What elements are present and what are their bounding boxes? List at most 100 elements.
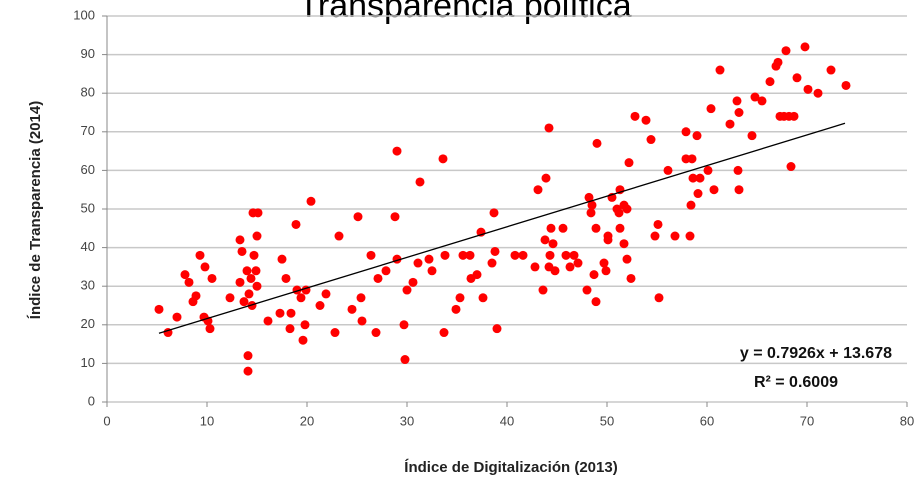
point xyxy=(242,266,252,276)
point xyxy=(371,328,381,338)
point xyxy=(533,185,543,195)
point xyxy=(472,270,482,280)
point xyxy=(565,262,575,272)
y-tick-label: 30 xyxy=(81,278,95,293)
point xyxy=(538,285,548,295)
trendline xyxy=(158,122,846,334)
point xyxy=(451,304,461,314)
point xyxy=(243,351,253,361)
point xyxy=(458,250,468,260)
x-tick-label: 40 xyxy=(500,413,514,428)
point xyxy=(685,231,695,241)
point xyxy=(440,250,450,260)
point xyxy=(789,111,799,121)
point xyxy=(306,196,316,206)
point xyxy=(550,266,560,276)
point xyxy=(734,108,744,117)
y-tick-label: 40 xyxy=(81,239,95,254)
point xyxy=(548,239,558,249)
point xyxy=(237,246,247,256)
point xyxy=(786,162,796,172)
x-tick-label: 30 xyxy=(400,413,414,428)
y-tick-label: 80 xyxy=(81,85,95,100)
point xyxy=(390,212,400,222)
point xyxy=(455,293,465,303)
point xyxy=(688,173,698,183)
point xyxy=(630,111,640,121)
plot-area xyxy=(154,42,851,376)
point xyxy=(653,219,663,229)
point xyxy=(687,154,697,164)
point xyxy=(253,208,263,218)
point xyxy=(281,273,291,283)
point xyxy=(603,235,613,245)
point xyxy=(510,250,520,260)
point xyxy=(599,258,609,268)
point xyxy=(315,301,325,310)
point xyxy=(681,127,691,137)
point xyxy=(438,154,448,164)
x-tick-label: 60 xyxy=(700,413,714,428)
point xyxy=(180,270,190,280)
x-tick-label: 70 xyxy=(800,413,814,428)
point xyxy=(205,324,215,334)
point xyxy=(725,119,735,129)
point xyxy=(415,177,425,187)
point xyxy=(489,208,499,218)
x-tick-label: 0 xyxy=(103,413,110,428)
y-tick-label: 0 xyxy=(88,393,95,408)
point xyxy=(252,231,262,241)
point xyxy=(244,289,254,299)
point xyxy=(558,223,568,233)
point xyxy=(619,239,629,249)
point xyxy=(381,266,391,276)
point xyxy=(732,96,742,106)
point xyxy=(626,273,636,283)
y-tick-label: 50 xyxy=(81,200,95,215)
point xyxy=(392,146,402,156)
point xyxy=(841,80,851,90)
point xyxy=(263,316,273,326)
point xyxy=(492,324,502,334)
point xyxy=(347,304,357,314)
point xyxy=(733,165,743,175)
point xyxy=(592,138,602,148)
point xyxy=(373,273,383,283)
point xyxy=(424,254,434,264)
point xyxy=(243,366,253,376)
point xyxy=(530,262,540,272)
point xyxy=(402,285,412,295)
point xyxy=(624,158,634,168)
point xyxy=(357,316,367,326)
point xyxy=(573,258,583,268)
point xyxy=(413,258,423,268)
point xyxy=(546,223,556,233)
point xyxy=(792,73,802,83)
point xyxy=(356,293,366,303)
point xyxy=(195,250,205,260)
point xyxy=(646,135,656,145)
point xyxy=(589,270,599,280)
y-tick-label: 20 xyxy=(81,316,95,331)
point xyxy=(591,297,601,307)
y-tick-label: 60 xyxy=(81,162,95,177)
x-tick-label: 10 xyxy=(200,413,214,428)
point xyxy=(561,250,571,260)
point xyxy=(235,235,245,245)
r-squared: R² = 0.6009 xyxy=(754,374,838,391)
point xyxy=(686,200,696,210)
grid: 0 10 20 30 40 50 60 70 80 90 100 0 10 20 30 40 50 60 70 80 xyxy=(73,7,914,428)
point xyxy=(813,88,823,98)
point xyxy=(300,320,310,330)
point xyxy=(709,185,719,195)
point xyxy=(622,254,632,264)
point xyxy=(803,84,813,94)
point xyxy=(747,131,757,141)
point xyxy=(615,223,625,233)
point xyxy=(586,208,596,218)
point xyxy=(298,335,308,345)
point xyxy=(663,165,673,175)
point xyxy=(757,96,767,106)
point xyxy=(251,266,261,276)
